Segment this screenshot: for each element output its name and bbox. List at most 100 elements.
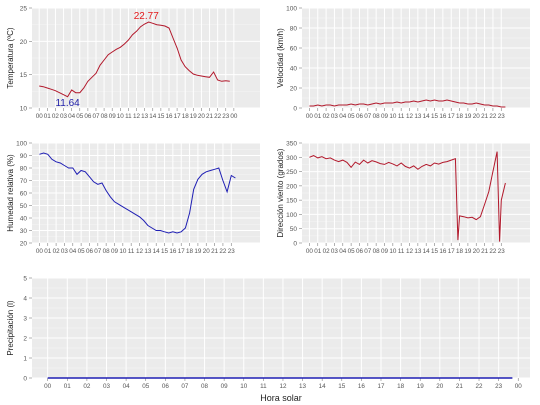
y-axis-label: Precipitación (l) — [6, 300, 15, 355]
x-tick-label: 01 — [64, 383, 72, 390]
x-tick-label: 04 — [339, 113, 347, 120]
x-tick-label: 02 — [52, 113, 60, 120]
y-tick-label: 150 — [286, 198, 297, 205]
x-tick-label: 05 — [76, 113, 84, 120]
x-tick-label: 20 — [473, 248, 481, 255]
x-tick-label: 18 — [186, 248, 194, 255]
x-tick-label: 12 — [406, 113, 414, 120]
x-tick-label: 05 — [348, 113, 356, 120]
x-tick-label: 16 — [439, 113, 447, 120]
x-tick-label: 23 — [495, 383, 503, 390]
series-line — [309, 99, 506, 108]
x-tick-label: 08 — [373, 248, 381, 255]
x-tick-label: 23 — [498, 248, 506, 255]
x-tick-label: 03 — [60, 113, 68, 120]
x-tick-label: 22 — [219, 248, 227, 255]
y-tick-label: 80 — [290, 26, 298, 33]
x-tick-label: 21 — [481, 248, 489, 255]
x-tick-label: 06 — [356, 113, 364, 120]
x-tick-label: 12 — [136, 248, 144, 255]
x-tick-label: 20 — [198, 113, 206, 120]
x-tick-label: 10 — [389, 248, 397, 255]
x-tick-label: 11 — [125, 113, 132, 120]
y-tick-label: 20 — [20, 39, 28, 46]
y-axis-label: Velocidad (km/h) — [276, 28, 285, 88]
y-tick-label: 20 — [290, 86, 298, 93]
x-axis-label: Hora solar — [260, 393, 302, 403]
x-tick-label: 10 — [389, 113, 397, 120]
y-tick-label: 1 — [23, 356, 27, 363]
series-line — [39, 21, 230, 98]
x-tick-label: 07 — [181, 383, 189, 390]
y-tick-label: 0 — [293, 106, 297, 113]
x-tick-label: 11 — [260, 383, 267, 390]
x-tick-label: 14 — [423, 113, 431, 120]
x-tick-label: 10 — [117, 113, 125, 120]
x-tick-label: 13 — [414, 113, 422, 120]
chart-wind-direction: 0 50 100 150 200 250 300 350 00 01 02 03 04 05 06 07 08 0… — [276, 141, 530, 255]
x-tick-label: 00 — [230, 113, 238, 120]
chart-wind-speed: 0 20 40 60 80 100 00 01 02 03 04 05 06 07 08 09 10 11 12 13… — [276, 6, 530, 120]
y-tick-label: 250 — [286, 169, 297, 176]
y-tick-label: 50 — [20, 203, 28, 210]
x-tick-label: 08 — [201, 383, 209, 390]
x-tick-label: 06 — [162, 383, 170, 390]
x-tick-label: 17 — [174, 113, 182, 120]
y-tick-label: 40 — [290, 66, 298, 73]
x-tick-label: 07 — [92, 113, 100, 120]
x-tick-label: 14 — [149, 113, 157, 120]
x-tick-label: 12 — [279, 383, 287, 390]
x-tick-label: 11 — [128, 248, 135, 255]
y-tick-label: 100 — [286, 6, 297, 13]
x-tick-label: 12 — [133, 113, 141, 120]
data-annotation: 11.64 — [55, 98, 80, 109]
x-tick-label: 04 — [68, 113, 76, 120]
x-tick-label: 13 — [414, 248, 422, 255]
x-tick-label: 01 — [314, 248, 322, 255]
x-tick-label: 21 — [206, 113, 214, 120]
y-tick-label: 0 — [23, 376, 27, 383]
x-tick-label: 14 — [319, 383, 327, 390]
y-tick-label: 2 — [23, 336, 27, 343]
x-tick-label: 13 — [144, 248, 152, 255]
x-tick-label: 01 — [314, 113, 322, 120]
x-tick-label: 04 — [123, 383, 131, 390]
y-tick-label: 15 — [20, 72, 28, 79]
x-tick-label: 08 — [103, 248, 111, 255]
x-tick-label: 19 — [417, 383, 425, 390]
series-line — [309, 151, 506, 242]
y-tick-label: 25 — [20, 6, 28, 13]
x-tick-label: 10 — [119, 248, 127, 255]
x-tick-label: 06 — [86, 248, 94, 255]
x-tick-label: 09 — [381, 113, 389, 120]
x-tick-label: 17 — [448, 113, 456, 120]
x-tick-label: 11 — [398, 113, 405, 120]
x-tick-label: 19 — [194, 248, 202, 255]
y-tick-label: 0 — [293, 241, 297, 248]
x-tick-label: 01 — [44, 113, 52, 120]
x-tick-label: 00 — [515, 383, 523, 390]
x-tick-label: 16 — [169, 248, 177, 255]
x-tick-label: 16 — [165, 113, 173, 120]
x-tick-label: 21 — [481, 113, 489, 120]
x-tick-label: 20 — [203, 248, 211, 255]
x-tick-label: 14 — [423, 248, 431, 255]
x-tick-label: 02 — [323, 113, 331, 120]
x-tick-label: 10 — [240, 383, 248, 390]
x-tick-label: 13 — [141, 113, 149, 120]
x-tick-label: 00 — [306, 113, 314, 120]
x-tick-label: 09 — [381, 248, 389, 255]
y-axis-label: Dirección viento (grados) — [276, 148, 285, 237]
y-tick-label: 30 — [20, 228, 28, 235]
y-tick-label: 60 — [20, 191, 28, 198]
y-axis-label: Humedad relativa (%) — [6, 154, 15, 232]
x-tick-label: 04 — [339, 248, 347, 255]
x-tick-label: 16 — [358, 383, 366, 390]
x-tick-label: 14 — [153, 248, 161, 255]
y-tick-label: 80 — [20, 166, 28, 173]
x-tick-label: 19 — [464, 113, 472, 120]
